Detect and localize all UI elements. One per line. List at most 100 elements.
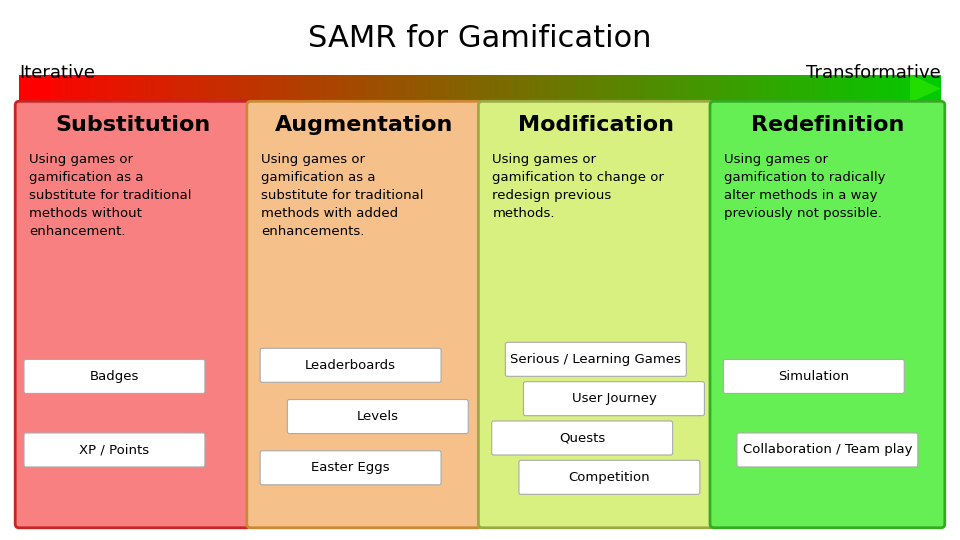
Polygon shape [44,75,47,103]
Polygon shape [93,75,96,103]
Polygon shape [228,75,231,103]
Polygon shape [244,75,247,103]
Polygon shape [516,75,520,103]
Polygon shape [867,75,870,103]
Polygon shape [452,75,455,103]
Polygon shape [913,75,916,103]
Polygon shape [237,75,240,103]
Polygon shape [889,75,892,103]
Polygon shape [434,75,437,103]
Polygon shape [505,75,508,103]
Polygon shape [324,75,326,103]
Polygon shape [563,75,566,103]
Polygon shape [925,75,928,103]
Text: Iterative: Iterative [19,64,95,82]
Polygon shape [628,75,631,103]
FancyBboxPatch shape [723,360,904,394]
Polygon shape [923,75,925,103]
Polygon shape [511,75,514,103]
Polygon shape [336,75,339,103]
Polygon shape [701,75,705,103]
FancyBboxPatch shape [24,360,204,394]
Polygon shape [778,75,781,103]
Polygon shape [354,75,357,103]
Polygon shape [22,75,25,103]
Polygon shape [747,75,751,103]
Polygon shape [803,75,805,103]
Polygon shape [47,75,50,103]
Polygon shape [554,75,557,103]
Polygon shape [385,75,388,103]
Polygon shape [751,75,754,103]
Polygon shape [403,75,406,103]
Polygon shape [828,75,830,103]
Polygon shape [139,75,142,103]
Polygon shape [523,75,526,103]
Polygon shape [321,75,324,103]
Polygon shape [370,75,372,103]
Polygon shape [470,75,474,103]
Polygon shape [726,75,729,103]
Text: Using games or
gamification as a
substitute for traditional
methods with added
e: Using games or gamification as a substit… [261,153,423,238]
Text: Simulation: Simulation [779,370,850,383]
Polygon shape [268,75,271,103]
Polygon shape [252,75,255,103]
Text: Easter Eggs: Easter Eggs [311,461,390,474]
Text: XP / Points: XP / Points [80,443,150,456]
Polygon shape [683,75,685,103]
Polygon shape [459,75,462,103]
Polygon shape [62,75,65,103]
Polygon shape [308,75,311,103]
Polygon shape [265,75,268,103]
Polygon shape [179,75,182,103]
FancyBboxPatch shape [523,382,705,416]
FancyBboxPatch shape [478,102,713,528]
Polygon shape [775,75,778,103]
Polygon shape [391,75,394,103]
Polygon shape [117,75,121,103]
Polygon shape [84,75,86,103]
Polygon shape [176,75,179,103]
Polygon shape [188,75,191,103]
Polygon shape [639,75,643,103]
Text: SAMR for Gamification: SAMR for Gamification [308,24,652,53]
Polygon shape [539,75,541,103]
Polygon shape [698,75,701,103]
Polygon shape [621,75,624,103]
Polygon shape [643,75,646,103]
Polygon shape [723,75,726,103]
Polygon shape [566,75,569,103]
Polygon shape [578,75,582,103]
Polygon shape [124,75,127,103]
Polygon shape [677,75,680,103]
Polygon shape [800,75,803,103]
Polygon shape [631,75,634,103]
Polygon shape [35,75,37,103]
Polygon shape [108,75,111,103]
Polygon shape [65,75,68,103]
Polygon shape [90,75,93,103]
Polygon shape [797,75,800,103]
Text: Leaderboards: Leaderboards [305,359,396,372]
Polygon shape [419,75,421,103]
Polygon shape [468,75,470,103]
Polygon shape [854,75,858,103]
Polygon shape [588,75,590,103]
Polygon shape [360,75,363,103]
Polygon shape [329,75,332,103]
Polygon shape [839,75,843,103]
Polygon shape [81,75,84,103]
Polygon shape [56,75,60,103]
Polygon shape [255,75,259,103]
Polygon shape [498,75,501,103]
FancyBboxPatch shape [492,421,673,455]
Polygon shape [689,75,692,103]
Polygon shape [106,75,108,103]
Polygon shape [526,75,529,103]
Polygon shape [213,75,216,103]
Polygon shape [351,75,354,103]
Text: Competition: Competition [568,471,650,484]
Polygon shape [787,75,790,103]
Polygon shape [541,75,544,103]
Polygon shape [572,75,575,103]
